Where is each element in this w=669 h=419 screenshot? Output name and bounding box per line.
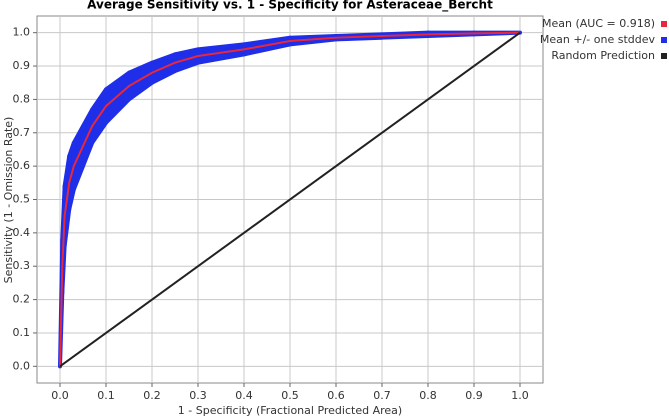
y-tick-label: 0.4 (13, 226, 31, 239)
y-tick-label: 0.6 (13, 159, 31, 172)
y-tick-label: 0.2 (13, 293, 31, 306)
x-tick-label: 1.0 (511, 389, 529, 402)
series-line (59, 31, 521, 367)
y-axis-label: Sensitivity (1 - Omission Rate) (2, 117, 15, 284)
x-tick-label: 0.7 (373, 389, 391, 402)
legend-swatch (661, 21, 667, 27)
y-tick-label: 0.8 (13, 92, 31, 105)
x-tick-label: 0.1 (97, 389, 115, 402)
x-tick-label: 0.2 (143, 389, 161, 402)
legend-swatch (661, 37, 667, 43)
x-tick-label: 0.0 (51, 389, 69, 402)
series-line (59, 31, 521, 368)
x-tick-label: 0.4 (235, 389, 253, 402)
y-tick-label: 0.5 (13, 193, 31, 206)
x-axis-label: 1 - Specificity (Fractional Predicted Ar… (178, 404, 402, 417)
y-tick-label: 1.0 (13, 26, 31, 39)
chart-title: Average Sensitivity vs. 1 - Specificity … (87, 0, 493, 13)
legend-label: Mean (AUC = 0.918) (542, 17, 655, 30)
legend-label: Mean +/- one stddev (540, 33, 656, 46)
y-tick-label: 0.9 (13, 59, 31, 72)
legend-label: Random Prediction (551, 49, 655, 62)
y-tick-label: 0.3 (13, 259, 31, 272)
x-tick-label: 0.5 (281, 389, 299, 402)
y-tick-label: 0.0 (13, 359, 31, 372)
x-tick-label: 0.9 (465, 389, 483, 402)
legend-swatch (661, 53, 667, 59)
y-tick-label: 0.7 (13, 126, 31, 139)
x-tick-label: 0.6 (327, 389, 345, 402)
x-tick-label: 0.3 (189, 389, 207, 402)
y-tick-label: 0.1 (13, 326, 31, 339)
x-tick-label: 0.8 (419, 389, 437, 402)
